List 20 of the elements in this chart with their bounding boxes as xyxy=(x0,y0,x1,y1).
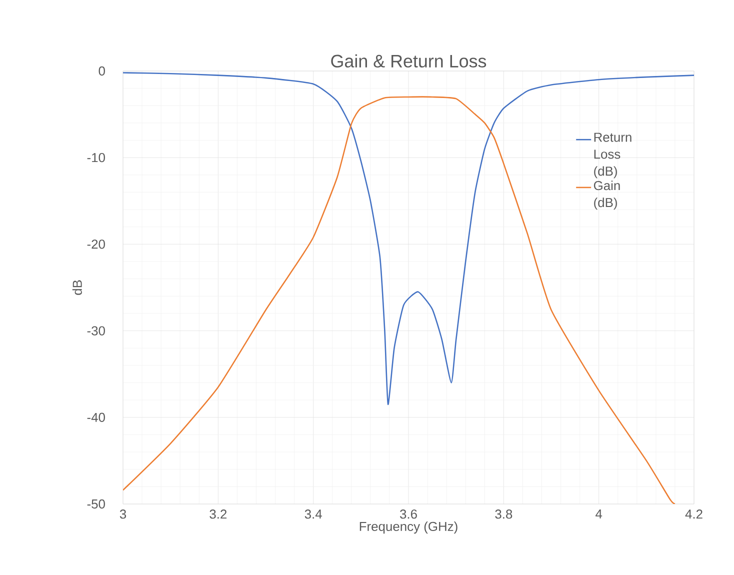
y-axis-title: dB xyxy=(72,280,82,295)
chart-title: Gain & Return Loss xyxy=(331,54,486,68)
y-tick-label: -10 xyxy=(87,153,105,162)
x-tick-label: 4 xyxy=(596,510,602,518)
y-tick-label: -40 xyxy=(87,412,105,422)
x-tick-label: 3 xyxy=(120,510,126,519)
x-axis-title: Frequency (GHz) xyxy=(360,522,458,534)
line-series xyxy=(123,96,676,504)
x-tick-label: 3.2 xyxy=(210,510,227,519)
line-series xyxy=(123,72,694,406)
legend-label: Return Loss (dB) xyxy=(594,132,632,178)
x-tick-label: 4.2 xyxy=(685,510,702,519)
y-tick-label: -30 xyxy=(87,326,105,336)
x-tick-label: 3.8 xyxy=(495,510,512,519)
x-tick-label: 3.6 xyxy=(400,510,417,519)
y-tick-label: 0 xyxy=(98,66,105,76)
legend-label: Gain (dB) xyxy=(594,180,620,210)
y-tick-label: -20 xyxy=(87,240,105,249)
x-tick-label: 3.4 xyxy=(304,510,322,519)
y-tick-label: -50 xyxy=(87,499,105,509)
